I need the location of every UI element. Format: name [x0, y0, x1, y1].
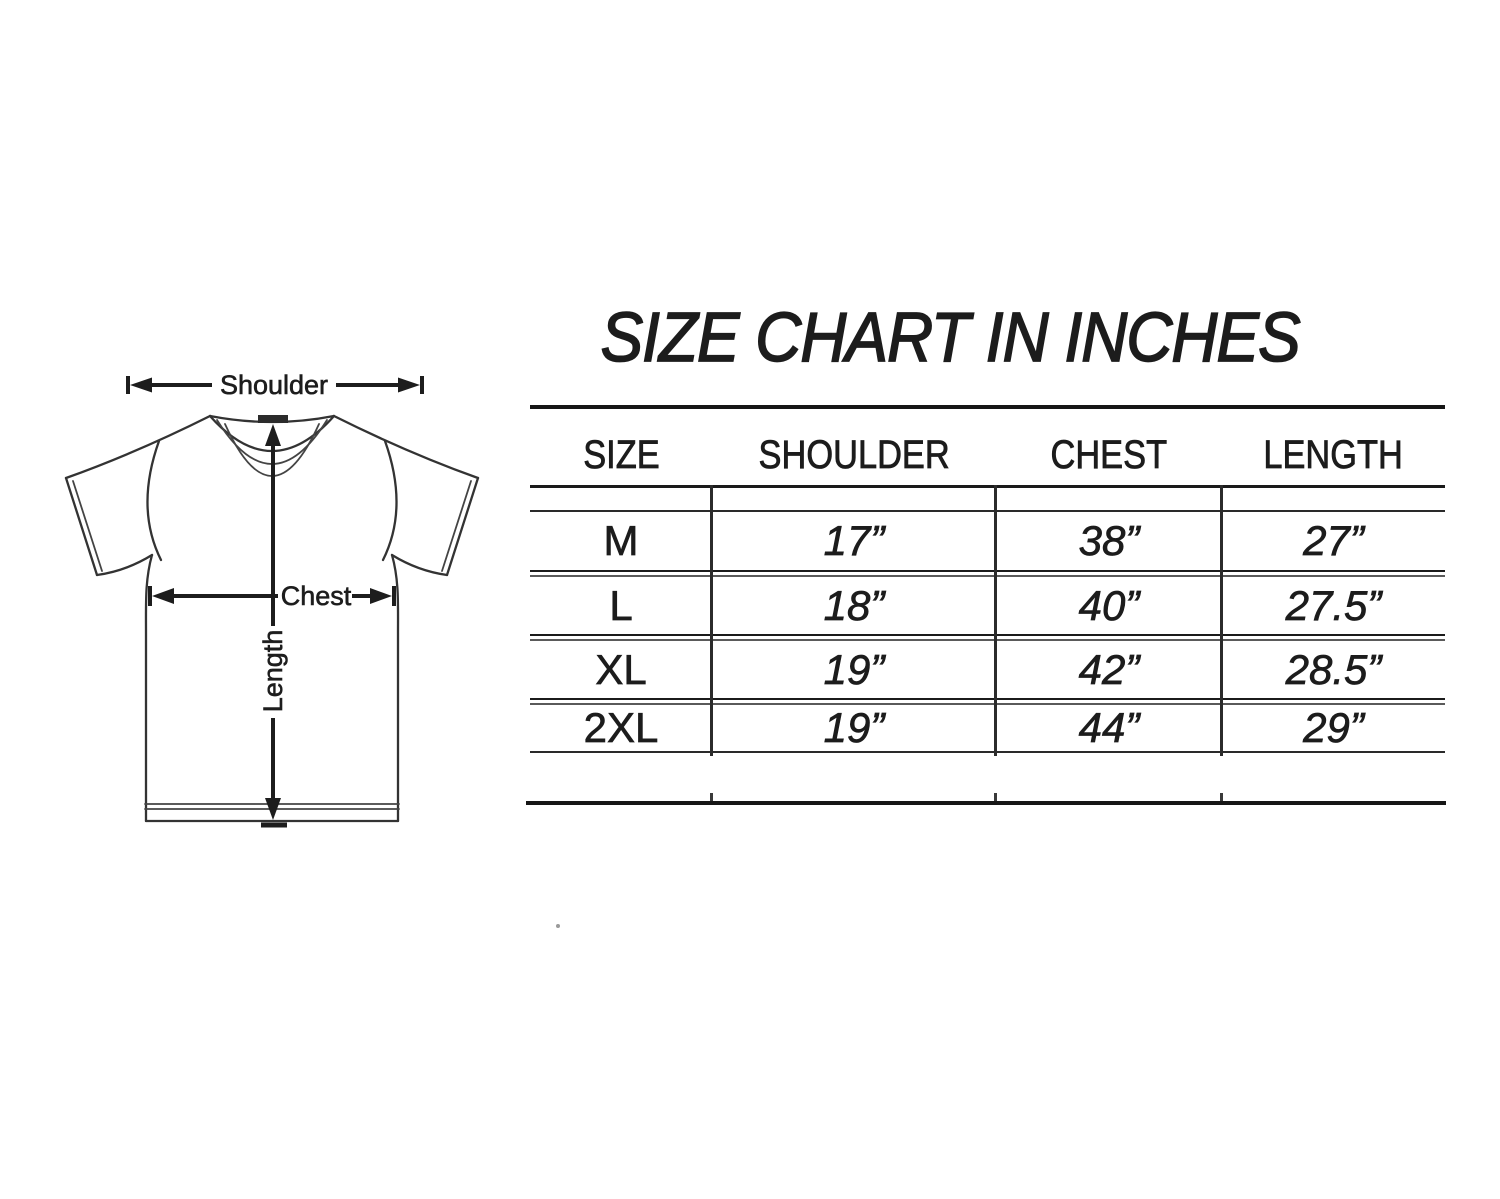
chest-label: Chest [281, 581, 352, 611]
shoulder-cell: 18” [823, 581, 885, 629]
rule-line [530, 751, 1445, 753]
size-chart-title: SIZE CHART IN INCHES [530, 298, 1370, 376]
table-top-border [530, 405, 1445, 409]
column-divider-tick [710, 793, 713, 802]
column-header-length-text: LENGTH [1263, 433, 1404, 478]
table-header-row: SIZE SHOULDER CHEST LENGTH [530, 409, 1445, 485]
table-row-m: M 17” 38” 27” [530, 512, 1445, 570]
column-divider-tick [1220, 793, 1223, 802]
chest-cell: 44” [1078, 704, 1140, 752]
size-cell: L [609, 581, 633, 629]
shoulder-arrow: Shoulder [126, 370, 424, 400]
column-header-chest-text: CHEST [1050, 433, 1168, 478]
size-cell: 2XL [583, 704, 659, 752]
size-table: SIZE SHOULDER CHEST LENGTH M 17” 38” 27”… [526, 405, 1446, 825]
column-header-size-text: SIZE [582, 433, 660, 478]
size-cell: XL [595, 645, 647, 693]
rule-line [530, 510, 1445, 512]
column-divider-tick [994, 793, 997, 802]
column-header-size: SIZE [530, 433, 712, 485]
table-body: M 17” 38” 27” L 18” 40” 27.5” XL 19” 42”… [530, 485, 1445, 756]
tshirt-diagram: Shoulder [64, 370, 480, 828]
column-header-chest: CHEST [996, 433, 1222, 485]
collar-tag [258, 415, 288, 423]
chest-arrow: Chest [148, 581, 396, 611]
double-rule [530, 570, 1445, 577]
size-chart-title-text: SIZE CHART IN INCHES [600, 298, 1302, 376]
length-arrow: Length [258, 424, 288, 828]
column-header-shoulder-text: SHOULDER [758, 433, 950, 478]
tshirt-outline [64, 414, 480, 823]
column-divider [994, 485, 997, 756]
column-divider [1220, 485, 1223, 756]
length-label: Length [258, 630, 288, 713]
spacer-row [530, 488, 1445, 510]
shoulder-cell: 17” [823, 517, 885, 565]
length-cell: 27.5” [1285, 581, 1382, 629]
header-separator-line [530, 485, 1445, 488]
shoulder-cell: 19” [823, 645, 885, 693]
double-rule [530, 698, 1445, 705]
length-cell: 28.5” [1285, 645, 1382, 693]
shoulder-cell: 19” [823, 704, 885, 752]
table-bottom-border [526, 801, 1446, 805]
double-rule [530, 634, 1445, 641]
column-header-length: LENGTH [1222, 433, 1445, 485]
shoulder-label: Shoulder [220, 370, 328, 400]
table-row-l: L 18” 40” 27.5” [530, 577, 1445, 634]
length-cell: 29” [1303, 704, 1364, 752]
chest-cell: 38” [1078, 517, 1140, 565]
column-divider [710, 485, 713, 756]
size-cell: M [603, 517, 639, 565]
length-cell: 27” [1303, 517, 1364, 565]
chest-cell: 40” [1078, 581, 1140, 629]
column-header-shoulder: SHOULDER [712, 433, 996, 485]
table-row-2xl: 2XL 19” 44” 29” [530, 704, 1445, 752]
table-row-xl: XL 19” 42” 28.5” [530, 641, 1445, 698]
chest-cell: 42” [1078, 645, 1140, 693]
artifact-dot [556, 924, 560, 928]
